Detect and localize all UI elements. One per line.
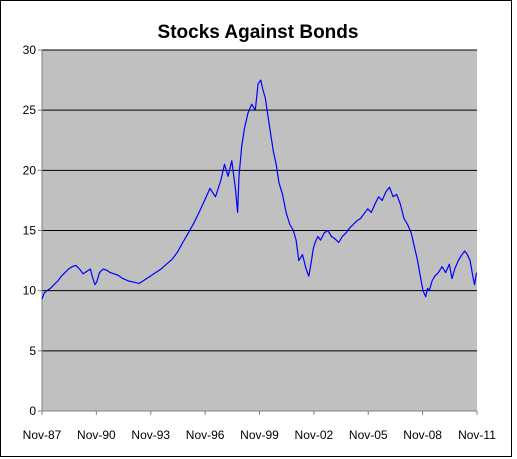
- y-tick-labels: 0 5 10 15 20 25 30: [23, 43, 37, 418]
- y-tick-label: 5: [29, 344, 36, 358]
- x-tick-label: Nov-05: [349, 428, 388, 442]
- x-tick-label: Nov-96: [186, 428, 225, 442]
- y-tick-label: 0: [29, 404, 36, 418]
- series-layer: [41, 79, 478, 300]
- gridlines: [42, 49, 477, 352]
- x-tick-label: Nov-99: [240, 428, 279, 442]
- y-tick-label: 15: [23, 224, 37, 238]
- y-tick-label: 20: [23, 163, 37, 177]
- x-tick-labels: Nov-87 Nov-90 Nov-93 Nov-96 Nov-99 Nov-02 Nov-…: [23, 428, 497, 442]
- chart-title: Stocks Against Bonds: [158, 22, 359, 43]
- x-tick-label: Nov-87: [23, 428, 62, 442]
- y-tick-label: 25: [23, 103, 37, 117]
- x-tick-label: Nov-11: [458, 428, 496, 442]
- axes: [38, 49, 478, 415]
- x-tick-label: Nov-02: [295, 428, 334, 442]
- series-line: [41, 79, 478, 300]
- x-tick-label: Nov-93: [131, 428, 170, 442]
- y-tick-label: 10: [23, 284, 37, 298]
- x-tick-label: Nov-90: [77, 428, 116, 442]
- y-tick-label: 30: [23, 43, 37, 57]
- x-tick-label: Nov-08: [403, 428, 442, 442]
